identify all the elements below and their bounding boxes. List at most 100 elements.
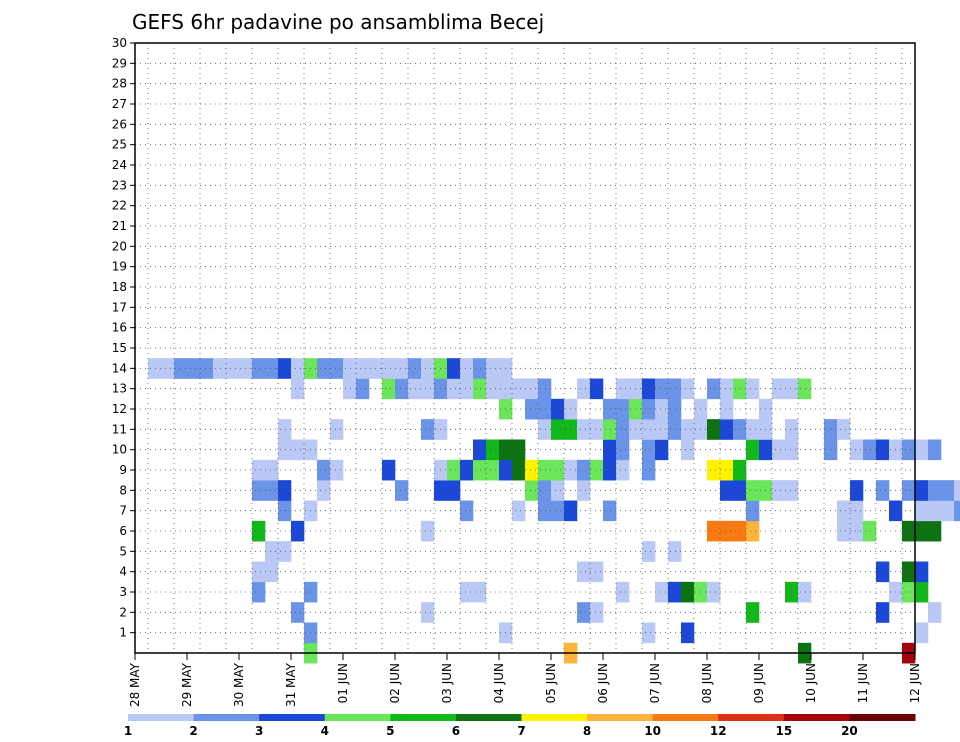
heatmap-cell xyxy=(356,358,370,379)
colorbar-swatch xyxy=(718,714,785,721)
heatmap-cell xyxy=(642,419,656,440)
y-tick-label: 25 xyxy=(112,138,127,152)
x-tick-label: 01 JUN xyxy=(336,663,350,703)
heatmap-cell xyxy=(447,459,461,481)
chart-title: GEFS 6hr padavine po ansamblima Becej xyxy=(132,10,544,34)
heatmap-cell xyxy=(902,561,916,583)
heatmap-cell xyxy=(642,439,656,461)
x-tick-label: 11 JUN xyxy=(856,663,870,703)
heatmap-cell xyxy=(655,439,669,461)
x-tick-label: 06 JUN xyxy=(596,663,610,703)
heatmap-cell xyxy=(590,378,604,400)
x-tick-label: 07 JUN xyxy=(648,663,662,703)
heatmap-cell xyxy=(915,500,929,522)
heatmap-cell xyxy=(395,358,409,379)
heatmap-cell xyxy=(473,358,487,379)
heatmap-cell xyxy=(616,459,630,481)
heatmap-cell xyxy=(863,439,877,461)
heatmap-cell xyxy=(330,419,344,440)
x-tick-label: 03 JUN xyxy=(440,663,454,703)
heatmap-cell xyxy=(473,581,487,603)
heatmap-cell xyxy=(590,561,604,583)
heatmap-cell xyxy=(603,398,617,420)
heatmap-cell xyxy=(746,500,760,522)
y-tick-label: 11 xyxy=(112,422,127,436)
heatmap-cell xyxy=(525,378,539,400)
heatmap-cell xyxy=(460,378,474,400)
heatmap-cell xyxy=(746,602,760,623)
heatmap-cell xyxy=(850,520,864,542)
heatmap-cell xyxy=(668,541,682,562)
heatmap-cell xyxy=(720,480,734,501)
heatmap-cell xyxy=(473,439,487,461)
heatmap-cell xyxy=(915,561,929,583)
heatmap-cell xyxy=(616,378,630,400)
heatmap-cell xyxy=(551,480,565,501)
y-tick-label: 21 xyxy=(112,219,127,233)
y-tick-label: 14 xyxy=(112,361,127,375)
heatmap-cell xyxy=(915,622,929,644)
y-tick-label: 13 xyxy=(112,382,127,396)
heatmap-cell xyxy=(642,378,656,400)
heatmap-cell xyxy=(538,419,552,440)
heatmap-cell xyxy=(421,602,435,623)
heatmap-cell xyxy=(590,602,604,623)
y-tick-label: 20 xyxy=(112,239,127,253)
heatmap-cell xyxy=(785,581,799,603)
heatmap-cell xyxy=(785,439,799,461)
heatmap-cell xyxy=(252,459,266,481)
heatmap-cell xyxy=(486,459,500,481)
y-tick-label: 12 xyxy=(112,402,127,416)
y-tick-label: 27 xyxy=(112,97,127,111)
y-tick-label: 4 xyxy=(119,565,127,579)
colorbar-swatch xyxy=(193,714,260,721)
x-tick-label: 10 JUN xyxy=(804,663,818,703)
heatmap-cells xyxy=(148,358,960,664)
heatmap-cell xyxy=(590,419,604,440)
colorbar-swatch xyxy=(783,714,850,721)
y-tick-label: 28 xyxy=(112,77,127,91)
heatmap-cell xyxy=(668,419,682,440)
heatmap-cell xyxy=(941,480,955,501)
x-tick-label: 04 JUN xyxy=(492,663,506,703)
heatmap-cell xyxy=(616,419,630,440)
heatmap-cell xyxy=(954,500,960,522)
heatmap-cell xyxy=(278,541,292,562)
heatmap-cell xyxy=(746,419,760,440)
heatmap-cell xyxy=(538,398,552,420)
heatmap-cell xyxy=(343,358,357,379)
heatmap-cell xyxy=(278,439,292,461)
heatmap-cell xyxy=(486,378,500,400)
heatmap-cell xyxy=(551,419,565,440)
heatmap-cell xyxy=(642,622,656,644)
heatmap-cell xyxy=(421,520,435,542)
heatmap-cell xyxy=(642,459,656,481)
colorbar-label: 12 xyxy=(710,724,727,738)
heatmap-cell xyxy=(525,398,539,420)
y-tick-label: 6 xyxy=(119,524,127,538)
heatmap-cell xyxy=(850,500,864,522)
heatmap-cell xyxy=(720,378,734,400)
heatmap-cell xyxy=(317,480,331,501)
heatmap-cell xyxy=(655,419,669,440)
heatmap-cell xyxy=(733,459,747,481)
y-tick-label: 30 xyxy=(112,36,127,50)
heatmap-cell xyxy=(707,581,721,603)
heatmap-cell xyxy=(512,500,526,522)
heatmap-cell xyxy=(447,358,461,379)
heatmap-cell xyxy=(707,520,721,542)
heatmap-cell xyxy=(733,480,747,501)
heatmap-cell xyxy=(265,480,279,501)
colorbar-label: 7 xyxy=(517,724,525,738)
y-tick-label: 29 xyxy=(112,56,127,70)
heatmap-cell xyxy=(733,520,747,542)
heatmap-cell xyxy=(265,358,279,379)
heatmap-cell xyxy=(655,581,669,603)
heatmap-cell xyxy=(278,358,292,379)
colorbar-swatch xyxy=(390,714,457,721)
heatmap-cell xyxy=(291,520,305,542)
heatmap-cell xyxy=(460,459,474,481)
y-tick-label: 2 xyxy=(119,605,127,619)
heatmap-cell xyxy=(902,520,916,542)
